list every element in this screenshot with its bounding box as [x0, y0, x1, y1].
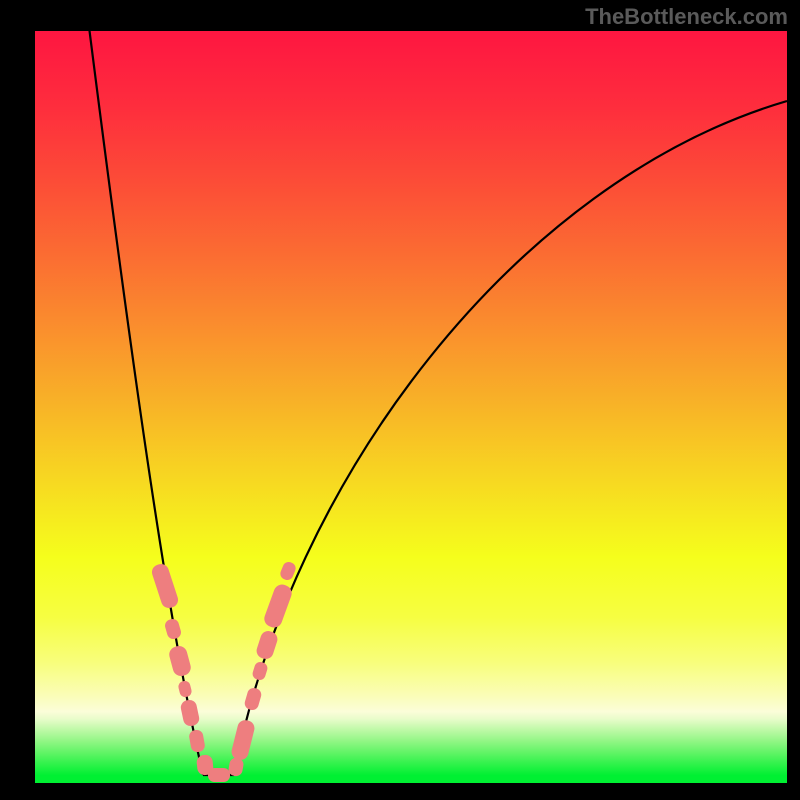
plot-area — [35, 31, 787, 783]
data-marker — [164, 617, 183, 640]
data-marker — [167, 644, 192, 678]
data-marker — [188, 729, 206, 753]
data-marker — [150, 562, 180, 610]
data-markers — [150, 560, 297, 782]
data-marker — [230, 719, 256, 762]
data-marker — [177, 680, 193, 698]
data-marker — [179, 699, 200, 728]
data-marker — [251, 660, 269, 681]
data-marker — [208, 768, 230, 782]
data-marker — [255, 629, 280, 661]
data-marker — [243, 686, 263, 711]
data-marker — [262, 582, 294, 630]
watermark-text: TheBottleneck.com — [585, 4, 788, 30]
bottleneck-curve — [35, 31, 787, 783]
data-marker — [279, 560, 298, 582]
